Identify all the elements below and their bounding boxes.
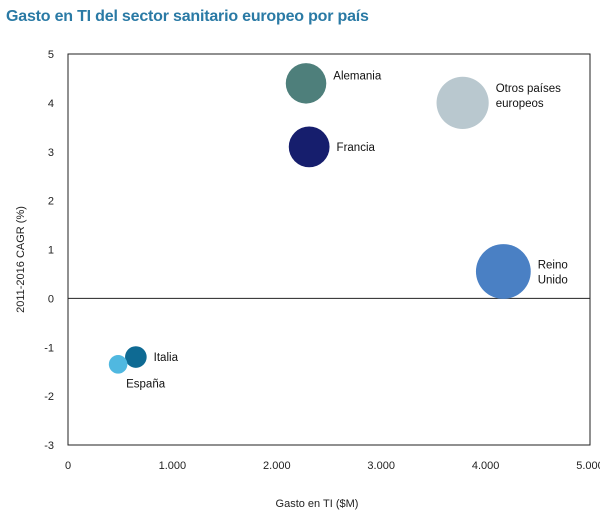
bubble-label: Otros países europeos xyxy=(496,83,561,110)
bubble-reino-unido xyxy=(475,244,531,299)
x-tick-label: 5.000 xyxy=(576,460,600,472)
bubble-label: Italia xyxy=(154,352,179,364)
x-axis-title: Gasto en TI ($M) xyxy=(276,498,359,510)
bubble-alemania xyxy=(285,63,327,104)
x-tick-label: 4.000 xyxy=(472,460,500,472)
plot-frame xyxy=(67,53,591,446)
x-tick-label: 2.000 xyxy=(263,460,291,472)
y-tick-label: 3 xyxy=(48,147,54,159)
y-axis-title: 2011-2016 CAGR (%) xyxy=(15,206,27,313)
y-tick-label: 1 xyxy=(48,245,54,257)
bubble-label: Alemania xyxy=(333,70,382,82)
x-tick-label: 1.000 xyxy=(159,460,187,472)
y-tick-label: -2 xyxy=(44,391,54,403)
y-tick-label: 0 xyxy=(48,293,54,305)
y-tick-label: -1 xyxy=(44,342,54,354)
bubble-francia xyxy=(288,126,330,168)
chart-title: Gasto en TI del sector sanitario europeo… xyxy=(6,8,369,25)
bubble-label: Francia xyxy=(337,142,376,154)
y-tick-label: 5 xyxy=(48,49,54,61)
bubble-españa xyxy=(108,355,128,374)
bubble-label: España xyxy=(126,379,166,391)
y-tick-label: -3 xyxy=(44,440,54,452)
bubble-otros-países-europeos xyxy=(436,76,489,129)
x-tick-label: 0 xyxy=(65,460,71,472)
y-tick-label: 2 xyxy=(48,196,54,208)
y-tick-label: 4 xyxy=(48,98,54,110)
bubble-label: Reino Unido xyxy=(538,259,568,286)
bubble-italia xyxy=(125,346,147,368)
x-tick-label: 3.000 xyxy=(367,460,395,472)
